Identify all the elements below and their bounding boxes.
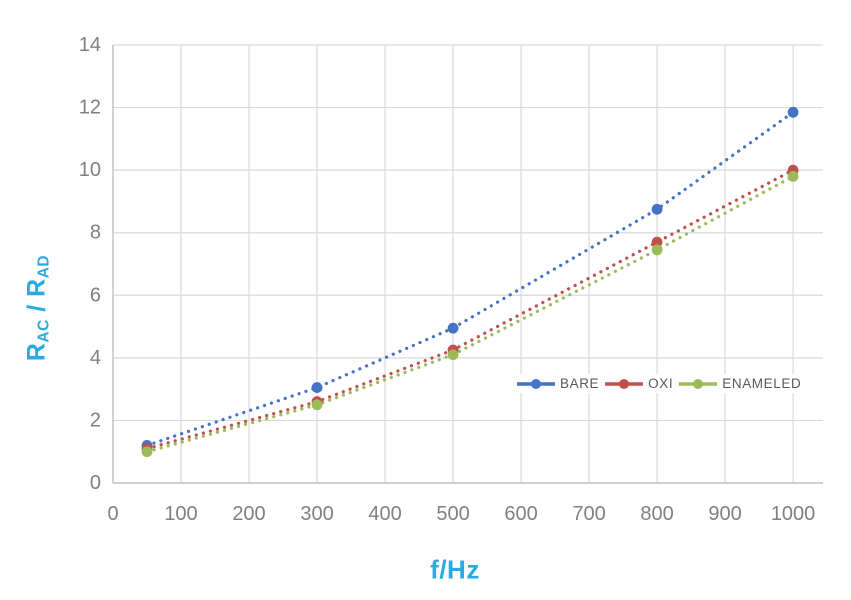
data-point-enameled xyxy=(787,171,799,182)
x-tick-label: 900 xyxy=(708,503,741,525)
y-tick-label: 12 xyxy=(79,97,101,119)
x-axis-title: f/Hz xyxy=(430,554,480,585)
data-point-enameled xyxy=(651,244,663,256)
x-tick-label: 400 xyxy=(368,503,401,525)
y-tick-label: 0 xyxy=(90,472,101,494)
series-line-enameled xyxy=(145,174,795,454)
y-tick-label: 4 xyxy=(90,347,101,369)
oxi-series-marker-icon xyxy=(604,378,644,390)
legend: BARE OXI ENAMELED xyxy=(512,374,806,393)
y-tick-label: 6 xyxy=(90,284,101,306)
legend-label-bare: BARE xyxy=(560,376,600,391)
y-tick-label: 10 xyxy=(79,159,101,181)
y-tick-label: 2 xyxy=(90,409,101,431)
x-tick-label: 100 xyxy=(164,503,197,525)
x-tick-label: 0 xyxy=(107,503,118,525)
x-tick-label: 800 xyxy=(640,503,673,525)
y-axis-title: RAC / RAD xyxy=(23,255,54,361)
y-axis-title-sub2: AD xyxy=(35,254,53,279)
legend-label-enameled: ENAMELED xyxy=(722,376,802,391)
legend-label-oxi: OXI xyxy=(648,376,674,391)
series-line-bare xyxy=(145,110,795,448)
data-point-enameled xyxy=(447,349,459,361)
y-axis-title-sub1: AC xyxy=(35,319,53,343)
y-axis-title-separator: / xyxy=(22,296,51,320)
data-point-bare xyxy=(787,106,799,118)
x-tick-label: 1000 xyxy=(771,503,816,525)
x-tick-label: 600 xyxy=(504,503,537,525)
data-point-enameled xyxy=(311,399,323,411)
x-tick-label: 700 xyxy=(572,503,605,525)
y-axis-title-base2: R xyxy=(22,278,51,297)
series-line-oxi xyxy=(145,168,795,451)
x-tick-label: 200 xyxy=(232,503,265,525)
x-tick-label: 500 xyxy=(436,503,469,525)
data-point-bare xyxy=(311,382,323,393)
legend-item-oxi: OXI xyxy=(604,376,673,391)
data-point-bare xyxy=(651,203,663,215)
y-axis-title-base1: R xyxy=(22,342,51,362)
enameled-series-marker-icon xyxy=(678,378,718,390)
data-point-bare xyxy=(447,322,459,334)
y-tick-label: 8 xyxy=(90,222,101,244)
data-point-enameled xyxy=(141,446,153,458)
bare-series-marker-icon xyxy=(516,378,556,390)
x-tick-label: 300 xyxy=(300,503,333,525)
legend-item-bare: BARE xyxy=(516,376,599,391)
data-point-oxi xyxy=(651,236,663,248)
y-tick-label: 14 xyxy=(79,34,101,56)
legend-item-enameled: ENAMELED xyxy=(678,376,801,391)
